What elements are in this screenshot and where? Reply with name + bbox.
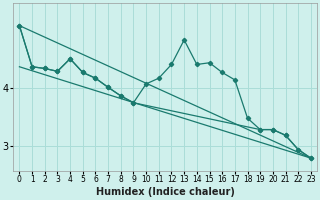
X-axis label: Humidex (Indice chaleur): Humidex (Indice chaleur) (96, 187, 235, 197)
